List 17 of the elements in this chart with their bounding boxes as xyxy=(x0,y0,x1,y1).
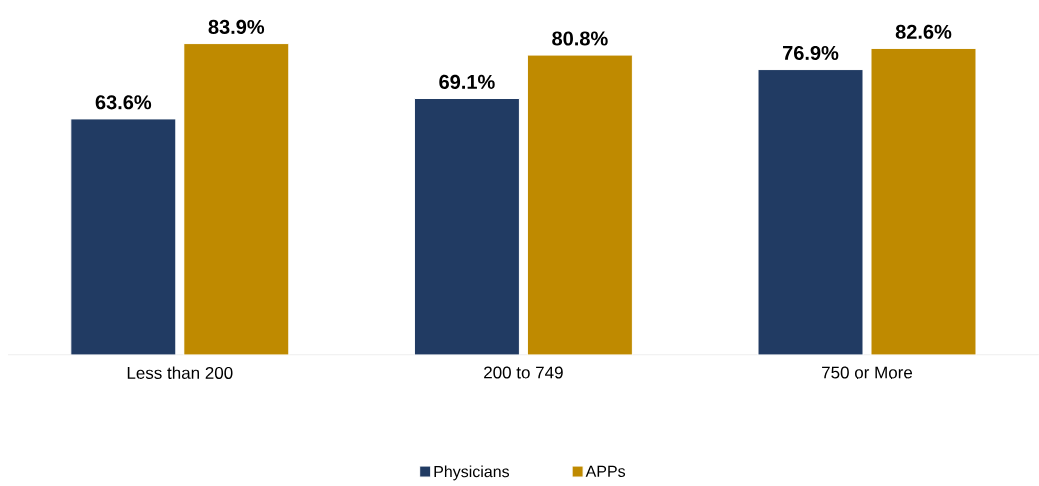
bar xyxy=(526,54,633,355)
bar xyxy=(183,43,290,355)
data-label: 63.6% xyxy=(95,95,152,110)
data-label: 83.9% xyxy=(208,19,265,35)
bar xyxy=(870,47,977,355)
bar xyxy=(757,69,864,355)
legend-label: Physicians xyxy=(434,465,510,481)
x-tick-label: 200 to 749 xyxy=(484,366,563,379)
data-label: 80.8% xyxy=(552,31,608,46)
data-label: 82.6% xyxy=(895,24,952,39)
bar xyxy=(413,98,520,355)
data-label: 76.9% xyxy=(783,45,839,61)
bar xyxy=(70,118,177,355)
x-tick-label: 750 or More xyxy=(822,366,913,379)
data-label: 69.1% xyxy=(439,74,495,90)
legend-label: APPs xyxy=(585,465,626,478)
x-tick-label: Less than 200 xyxy=(127,366,233,379)
